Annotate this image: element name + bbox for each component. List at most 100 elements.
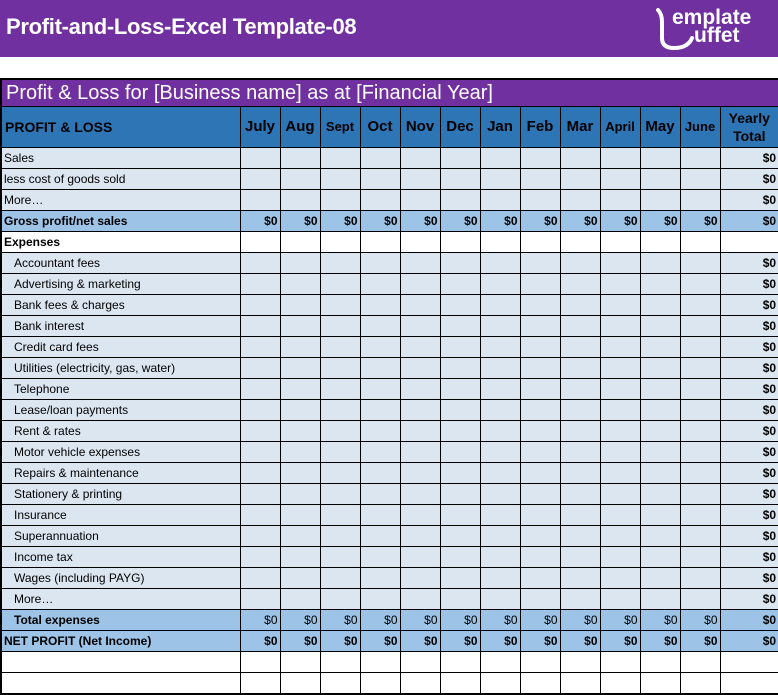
- cell-nov[interactable]: [399, 294, 441, 316]
- cell-oct[interactable]: [359, 462, 401, 484]
- cell-oct[interactable]: [359, 315, 401, 337]
- cell-april[interactable]: [599, 294, 641, 316]
- column-header-july[interactable]: July: [239, 106, 281, 148]
- cell-april[interactable]: [599, 567, 641, 589]
- cell-yearly-total[interactable]: $0: [719, 462, 778, 484]
- cell-july[interactable]: $0: [239, 210, 281, 232]
- cell-oct[interactable]: [359, 357, 401, 379]
- cell-aug[interactable]: [279, 567, 321, 589]
- cell-yearly-total[interactable]: $0: [719, 294, 778, 316]
- cell-oct[interactable]: $0: [359, 210, 401, 232]
- cell-oct[interactable]: [359, 567, 401, 589]
- cell-june[interactable]: [679, 147, 721, 169]
- cell-july[interactable]: [239, 378, 281, 400]
- cell-yearly-total[interactable]: $0: [719, 189, 778, 211]
- row-label[interactable]: Sales: [0, 147, 241, 169]
- row-label[interactable]: Bank fees & charges: [0, 294, 241, 316]
- cell-sept[interactable]: $0: [319, 609, 361, 631]
- cell-aug[interactable]: $0: [279, 609, 321, 631]
- cell-mar[interactable]: $0: [559, 210, 601, 232]
- cell-may[interactable]: [639, 651, 681, 673]
- cell-june[interactable]: [679, 420, 721, 442]
- row-label[interactable]: Bank interest: [0, 315, 241, 337]
- cell-aug[interactable]: [279, 315, 321, 337]
- cell-dec[interactable]: [439, 315, 481, 337]
- cell-dec[interactable]: [439, 294, 481, 316]
- cell-jan[interactable]: [479, 525, 521, 547]
- cell-yearly-total[interactable]: $0: [719, 168, 778, 190]
- cell-mar[interactable]: [559, 189, 601, 211]
- cell-june[interactable]: [679, 462, 721, 484]
- cell-oct[interactable]: [359, 651, 401, 673]
- cell-nov[interactable]: $0: [399, 630, 441, 652]
- cell-july[interactable]: [239, 525, 281, 547]
- cell-oct[interactable]: [359, 672, 401, 695]
- cell-july[interactable]: [239, 672, 281, 695]
- row-label[interactable]: More…: [0, 588, 241, 610]
- cell-may[interactable]: [639, 441, 681, 463]
- cell-mar[interactable]: $0: [559, 630, 601, 652]
- cell-april[interactable]: [599, 315, 641, 337]
- cell-july[interactable]: [239, 147, 281, 169]
- cell-nov[interactable]: [399, 147, 441, 169]
- cell-sept[interactable]: [319, 252, 361, 274]
- cell-july[interactable]: $0: [239, 609, 281, 631]
- cell-oct[interactable]: [359, 168, 401, 190]
- cell-nov[interactable]: [399, 168, 441, 190]
- cell-may[interactable]: [639, 189, 681, 211]
- row-label[interactable]: Stationery & printing: [0, 483, 241, 505]
- cell-may[interactable]: [639, 336, 681, 358]
- cell-july[interactable]: [239, 567, 281, 589]
- cell-nov[interactable]: $0: [399, 210, 441, 232]
- cell-june[interactable]: [679, 525, 721, 547]
- cell-june[interactable]: [679, 294, 721, 316]
- cell-jan[interactable]: $0: [479, 210, 521, 232]
- cell-july[interactable]: [239, 420, 281, 442]
- row-label[interactable]: [0, 672, 241, 695]
- cell-mar[interactable]: [559, 483, 601, 505]
- cell-mar[interactable]: [559, 651, 601, 673]
- cell-jan[interactable]: [479, 168, 521, 190]
- cell-may[interactable]: [639, 462, 681, 484]
- cell-aug[interactable]: [279, 147, 321, 169]
- cell-april[interactable]: $0: [599, 630, 641, 652]
- cell-may[interactable]: [639, 294, 681, 316]
- cell-nov[interactable]: [399, 189, 441, 211]
- cell-aug[interactable]: [279, 399, 321, 421]
- row-label[interactable]: Repairs & maintenance: [0, 462, 241, 484]
- cell-may[interactable]: [639, 147, 681, 169]
- cell-mar[interactable]: [559, 462, 601, 484]
- cell-sept[interactable]: [319, 651, 361, 673]
- row-label[interactable]: Expenses: [0, 231, 241, 253]
- row-label[interactable]: less cost of goods sold: [0, 168, 241, 190]
- cell-jan[interactable]: [479, 504, 521, 526]
- cell-dec[interactable]: $0: [439, 210, 481, 232]
- cell-feb[interactable]: [519, 651, 561, 673]
- cell-feb[interactable]: [519, 147, 561, 169]
- cell-nov[interactable]: [399, 378, 441, 400]
- row-label[interactable]: Rent & rates: [0, 420, 241, 442]
- cell-april[interactable]: [599, 441, 641, 463]
- cell-feb[interactable]: [519, 378, 561, 400]
- cell-jan[interactable]: [479, 546, 521, 568]
- row-label[interactable]: Lease/loan payments: [0, 399, 241, 421]
- cell-nov[interactable]: [399, 420, 441, 442]
- cell-feb[interactable]: [519, 252, 561, 274]
- cell-dec[interactable]: [439, 546, 481, 568]
- cell-feb[interactable]: [519, 357, 561, 379]
- cell-nov[interactable]: [399, 273, 441, 295]
- cell-aug[interactable]: [279, 294, 321, 316]
- cell-oct[interactable]: [359, 273, 401, 295]
- cell-july[interactable]: [239, 315, 281, 337]
- cell-jan[interactable]: [479, 483, 521, 505]
- cell-feb[interactable]: $0: [519, 630, 561, 652]
- cell-yearly-total[interactable]: $0: [719, 147, 778, 169]
- cell-mar[interactable]: [559, 567, 601, 589]
- cell-june[interactable]: [679, 441, 721, 463]
- cell-aug[interactable]: [279, 168, 321, 190]
- column-header-yearly-total[interactable]: Yearly Total: [719, 106, 778, 148]
- cell-may[interactable]: [639, 672, 681, 695]
- cell-july[interactable]: [239, 336, 281, 358]
- cell-april[interactable]: [599, 651, 641, 673]
- row-label[interactable]: Credit card fees: [0, 336, 241, 358]
